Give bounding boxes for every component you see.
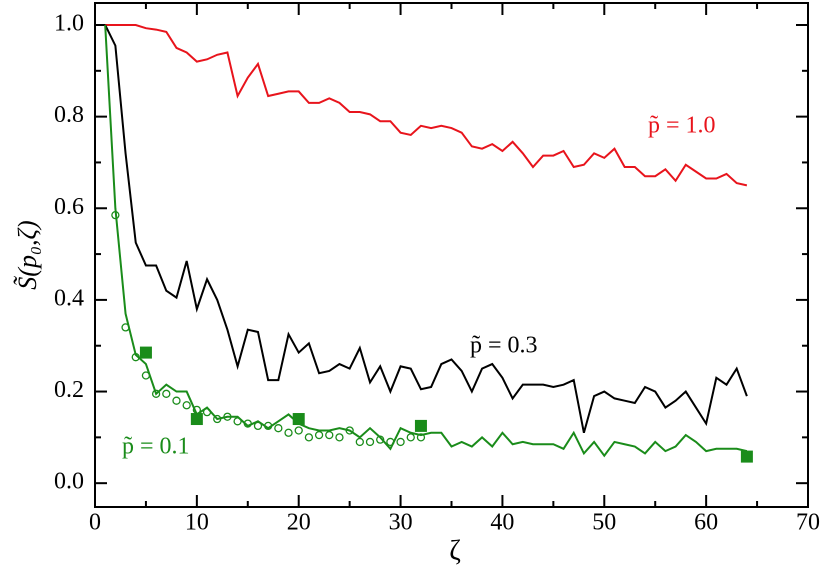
data-point [213,414,222,424]
data-point [292,413,305,426]
x-axis-label: ζ [449,535,461,566]
data-point [416,433,426,442]
data-point [740,450,753,463]
data-point [131,353,140,362]
data-point [190,413,203,426]
data-line [104,24,748,458]
data-point [139,346,152,359]
data-point [396,437,405,447]
x-tick-label: 60 [694,510,718,536]
data-point [414,419,427,432]
data-line [104,24,748,434]
x-tick-label: 70 [796,510,820,536]
data-point [141,371,151,380]
data-point [304,433,314,442]
data-point [294,426,303,435]
annotation: p̃ = 1.0 [648,113,716,139]
data-point [223,412,232,421]
data-point [121,323,130,332]
data-point [243,419,252,428]
data-point [365,437,375,447]
data-point [151,389,161,398]
y-tick-label: 0.8 [54,102,84,128]
y-tick-label: 0.2 [54,377,84,403]
y-tick-label: 0.6 [54,194,84,220]
y-tick-label: 0.4 [54,285,84,311]
x-tick-label: 30 [389,510,413,536]
x-tick-label: 40 [490,510,514,536]
data-point [182,401,191,410]
data-point [406,433,415,442]
data-point [264,421,273,431]
x-tick-label: 20 [287,510,311,536]
data-point [355,437,364,447]
y-tick-label: 1.0 [54,10,84,36]
data-point [386,437,395,447]
data-point [202,408,212,417]
data-point [253,421,263,431]
data-point [376,435,385,444]
data-point [233,417,242,426]
data-point [284,428,293,437]
y-tick-label: 0.0 [54,469,84,495]
data-point [345,426,354,435]
y-axis-label: S̃(p₀,ζ) [13,220,42,289]
x-tick-label: 10 [185,510,209,536]
data-point [325,430,334,440]
data-line [105,23,748,187]
x-tick-label: 0 [89,510,101,536]
x-tick-label: 50 [592,510,616,536]
data-point [172,396,181,405]
data-point [274,424,283,433]
data-point [335,433,344,442]
data-point [314,430,324,440]
annotation: p̃ = 0.1 [122,434,190,460]
plot-frame [94,2,809,508]
annotation: p̃ = 0.3 [470,333,538,359]
data-point [162,389,171,398]
data-point [111,210,120,220]
